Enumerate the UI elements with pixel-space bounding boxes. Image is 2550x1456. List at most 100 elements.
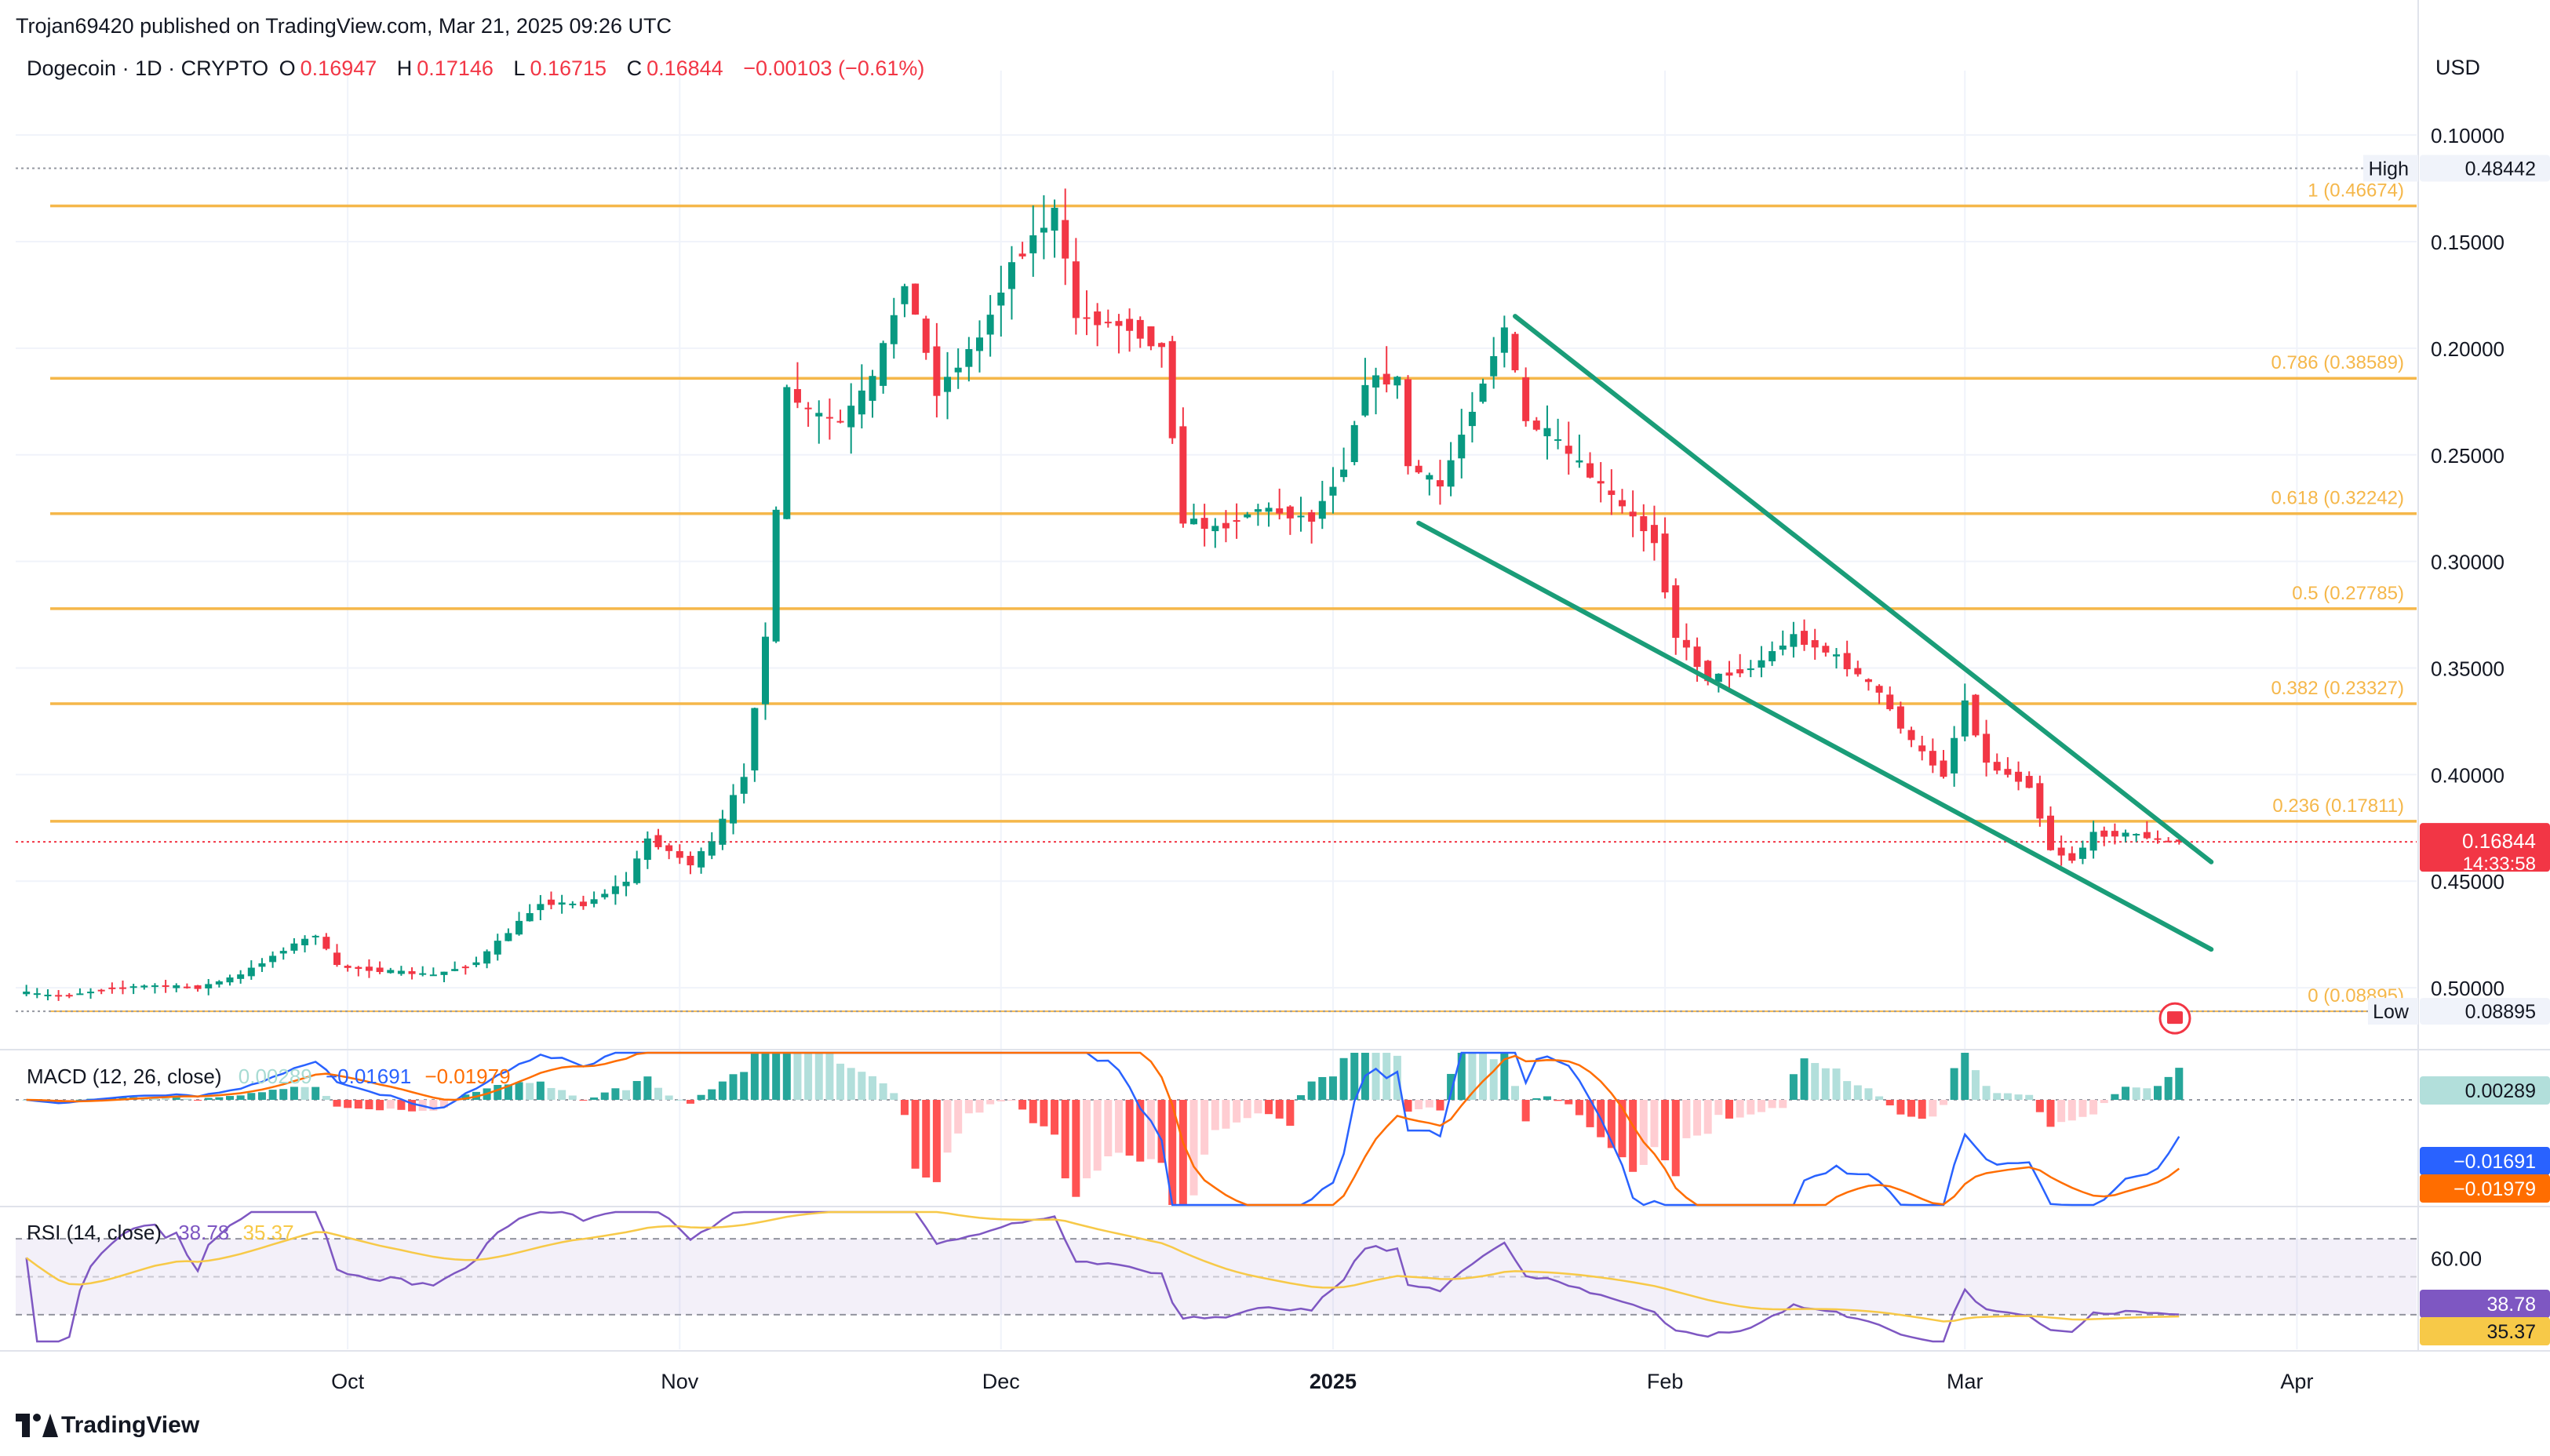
publisher-note: Trojan69420 published on TradingView.com…: [16, 14, 672, 38]
candle-body: [944, 377, 952, 392]
macd-hist-bar: [611, 1088, 620, 1100]
candle-body: [1426, 475, 1433, 480]
tradingview-logo[interactable]: TradingView: [16, 1412, 199, 1439]
candle-body: [1608, 490, 1616, 495]
countdown: 14:33:58: [2463, 854, 2536, 875]
candle-body: [1619, 500, 1626, 507]
candle-body: [333, 952, 341, 966]
candle-body: [793, 388, 801, 403]
candle-body: [569, 903, 577, 905]
candle-body: [815, 413, 823, 417]
candle-body: [33, 993, 41, 996]
macd-hist-bar: [461, 1094, 470, 1100]
candle-body: [1308, 511, 1316, 522]
rsi-value-badge: 38.78: [2486, 1294, 2536, 1316]
candle-body: [129, 986, 137, 988]
candle-body: [1158, 343, 1166, 348]
candle-body: [1650, 525, 1658, 544]
macd-hist-bar: [1554, 1100, 1562, 1101]
time-tick: 2025: [1310, 1370, 1357, 1393]
chart-grid: [0, 0, 2550, 1352]
candle-body: [1907, 730, 1915, 741]
candle-body: [194, 985, 202, 989]
macd-hist-bar: [1372, 1053, 1380, 1100]
candle-body: [1736, 669, 1744, 674]
macd-hist-bar: [1275, 1100, 1284, 1119]
macd-hist-bar: [1961, 1053, 1969, 1100]
macd-hist-bar: [1307, 1081, 1316, 1100]
macd-hist-bar: [1286, 1100, 1295, 1127]
candle-body: [1661, 533, 1669, 593]
candle-body: [1254, 509, 1262, 512]
candle-body: [2057, 847, 2065, 856]
candle-body: [719, 818, 727, 845]
macd-hist-bar: [1051, 1100, 1059, 1135]
macd-line-value: −0.01691: [325, 1065, 412, 1088]
macd-hist-bar: [632, 1080, 641, 1100]
macd-hist-bar: [676, 1099, 684, 1101]
macd-hist-badge: 0.00289: [2465, 1080, 2536, 1102]
candle-body: [1843, 653, 1851, 670]
macd-hist-bar: [568, 1095, 577, 1100]
macd-hist-bar: [1971, 1070, 1980, 1100]
candle-body: [880, 343, 887, 386]
candle-body: [2004, 769, 2012, 775]
rsi-legend: RSI (14, close) 38.78 35.37: [27, 1221, 294, 1245]
candle-body: [1190, 519, 1197, 525]
macd-hist-bar: [1083, 1100, 1091, 1179]
candle-body: [847, 406, 855, 428]
candle-body: [1479, 383, 1487, 402]
macd-hist-bar: [279, 1089, 288, 1100]
macd-hist-bar: [697, 1094, 705, 1100]
macd-hist-bar: [708, 1089, 716, 1100]
macd-hist-bar: [1789, 1074, 1798, 1100]
price-tick: 0.15000: [2431, 231, 2504, 254]
macd-hist-bar: [1639, 1100, 1648, 1165]
candle-body: [1104, 322, 1112, 324]
candle-body: [397, 970, 405, 974]
currency-selector[interactable]: USD: [2435, 55, 2481, 79]
candle-body: [825, 417, 833, 419]
macd-hist-bar: [2143, 1088, 2151, 1100]
macd-hist-bar: [1629, 1100, 1637, 1172]
fib-label: 0.382 (0.23327): [2271, 678, 2404, 699]
macd-hist-bar: [1029, 1100, 1037, 1123]
macd-hist-bar: [386, 1100, 395, 1109]
candle-body: [1211, 526, 1219, 532]
candle-body: [590, 899, 598, 905]
candle-body: [2036, 783, 2044, 819]
macd-hist-bar: [1436, 1100, 1444, 1111]
macd-hist-bar: [1532, 1097, 1541, 1100]
macd-hist-bar: [869, 1076, 876, 1100]
candle-body: [1725, 672, 1733, 676]
candle-body: [1072, 261, 1080, 318]
macd-hist-bar: [365, 1100, 373, 1109]
candle-body: [676, 850, 683, 858]
candle-body: [537, 904, 545, 911]
close-label: C: [626, 56, 643, 80]
candle-body: [1168, 340, 1176, 439]
candle-body: [1993, 762, 2001, 771]
macd-signal-badge-bg: [2420, 1174, 2550, 1203]
tradingview-brand: TradingView: [61, 1412, 200, 1438]
macd-hist-bar: [1200, 1100, 1209, 1155]
low-tag: Low: [2373, 1001, 2410, 1023]
macd-hist-bar: [1811, 1063, 1820, 1100]
macd-hist-bar: [1543, 1096, 1551, 1100]
candle-body: [461, 966, 469, 969]
candle-body: [1511, 333, 1519, 370]
macd-hist-bar: [1575, 1100, 1583, 1116]
macd-hist-bar: [1918, 1100, 1926, 1119]
macd-hist-bar: [2111, 1094, 2119, 1100]
candle-body: [1094, 311, 1102, 326]
fib-label: 0.786 (0.38589): [2271, 352, 2404, 373]
macd-hist-bar: [1265, 1100, 1273, 1115]
candle-body: [2122, 832, 2129, 837]
time-tick: Nov: [661, 1370, 699, 1393]
macd-hist-bar: [1940, 1100, 1947, 1105]
rsi-ma-value: 35.37: [242, 1221, 294, 1244]
macd-hist-bar: [1393, 1055, 1401, 1100]
candle-body: [1179, 426, 1187, 524]
macd-pane: [16, 1051, 2417, 1207]
